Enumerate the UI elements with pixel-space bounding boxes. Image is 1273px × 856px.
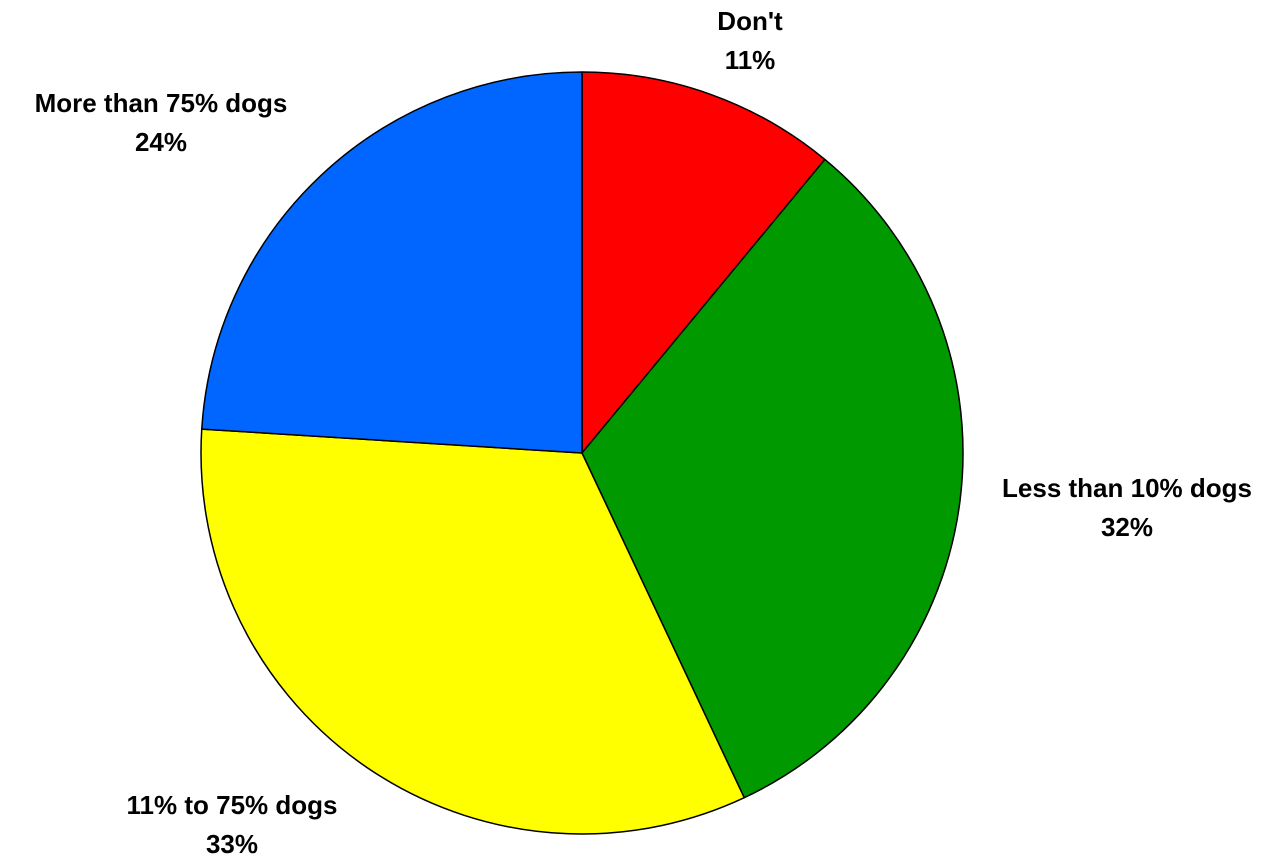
slice-labels: Don't 11% Less than 10% dogs 32% 11% to 75% …	[35, 6, 1252, 856]
slice-percent-label: 24%	[135, 127, 187, 157]
slice-percent-label: 33%	[206, 829, 258, 856]
slice-label: 11% to 75% dogs	[127, 790, 338, 820]
pie-slice-more-than-75-dogs	[201, 71, 583, 454]
slice-label: More than 75% dogs	[35, 88, 288, 118]
slice-percent-label: 32%	[1101, 512, 1153, 542]
pie-slices	[200, 71, 964, 835]
pie-slice-less-than-10-dogs	[581, 158, 964, 799]
slice-label: Don't	[717, 6, 783, 36]
pie-slice-11-to-75-dogs	[200, 428, 745, 835]
slice-percent-label: 11%	[725, 45, 776, 75]
slice-label: Less than 10% dogs	[1002, 473, 1252, 503]
pie-slice-don-t	[581, 71, 826, 454]
